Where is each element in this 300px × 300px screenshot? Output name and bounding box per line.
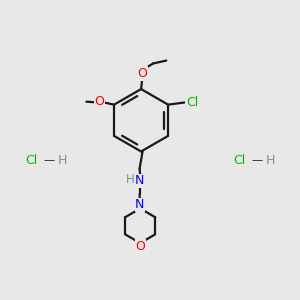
- Text: —: —: [251, 155, 262, 165]
- Text: H: H: [126, 172, 134, 186]
- Text: Cl: Cl: [233, 154, 245, 167]
- Text: N: N: [135, 174, 144, 188]
- Text: H: H: [266, 154, 275, 167]
- Text: O: O: [136, 240, 146, 253]
- Text: Cl: Cl: [186, 96, 198, 109]
- Text: O: O: [94, 95, 104, 108]
- Text: O: O: [138, 67, 148, 80]
- Text: —: —: [44, 155, 55, 165]
- Text: Cl: Cl: [25, 154, 37, 167]
- Text: H: H: [58, 154, 67, 167]
- Text: N: N: [135, 199, 145, 212]
